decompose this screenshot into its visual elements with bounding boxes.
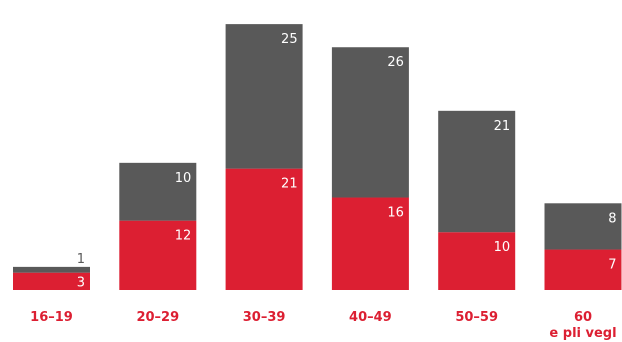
bottom-value-label-1: 12 [175,229,192,244]
category-label-2: 30–39 [243,310,286,325]
bar-segment-bottom-2 [225,168,303,290]
category-labels-layer: 16–19 20–29 30–39 40–49 50–59 60 e pli vegl [30,310,616,341]
bar-segment-top-1 [119,162,197,221]
category-label-5: 60 e pli vegl [549,310,616,341]
bar-segment-top-3 [331,47,409,198]
bottom-value-label-0: 3 [77,275,85,290]
bars-layer [13,24,622,290]
bar-segment-bottom-4 [438,232,516,290]
bar-segment-top-0 [13,266,90,273]
bar-segment-bottom-3 [331,197,409,290]
top-value-label-5: 8 [608,211,616,226]
category-label-3: 40–49 [349,310,392,325]
bottom-value-label-5: 7 [608,258,616,273]
bottom-value-label-4: 10 [494,240,511,255]
top-value-label-0: 1 [77,252,85,267]
top-value-label-2: 25 [281,32,298,47]
bottom-value-label-2: 21 [281,177,298,192]
bar-segment-top-5 [544,203,622,250]
bottom-value-label-3: 16 [387,206,404,221]
bar-segment-bottom-1 [119,220,197,290]
top-value-label-3: 26 [387,55,404,70]
bar-segment-top-2 [225,24,303,169]
category-label-1: 20–29 [136,310,179,325]
top-value-label-4: 21 [494,119,511,134]
value-labels-layer: 3 1 12 10 21 25 16 26 10 21 7 8 [77,32,617,290]
top-value-label-1: 10 [175,171,192,186]
bar-segment-bottom-0 [13,272,90,290]
bar-segment-top-4 [438,110,516,233]
bar-segment-bottom-5 [544,249,622,290]
category-label-0: 16–19 [30,310,73,325]
category-label-4: 50–59 [455,310,498,325]
